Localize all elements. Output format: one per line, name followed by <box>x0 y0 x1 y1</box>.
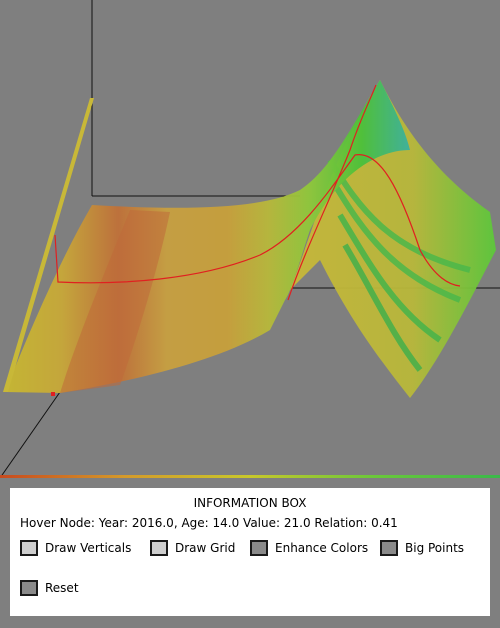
reset-button[interactable]: Reset <box>20 580 79 596</box>
point-column-left <box>3 98 94 392</box>
highlight-curve-year <box>287 84 377 301</box>
color-scale-bar <box>0 475 500 478</box>
highlight-curve-age <box>54 154 461 287</box>
draw-grid-toggle[interactable]: Draw Grid <box>150 540 235 556</box>
reset-label: Reset <box>45 581 79 595</box>
big-points-label: Big Points <box>405 541 465 555</box>
enhance-colors-label: Enhance Colors <box>275 541 369 555</box>
draw-grid-checkbox[interactable] <box>150 540 168 556</box>
enhance-colors-checkbox[interactable] <box>250 540 268 556</box>
enhance-colors-toggle[interactable]: Enhance Colors <box>250 540 368 556</box>
info-box-title: INFORMATION BOX <box>193 496 307 510</box>
information-box: INFORMATION BOX Hover Node: Year: 2016.0… <box>10 488 490 616</box>
big-points-toggle[interactable]: Big Points <box>380 540 464 556</box>
draw-verticals-label: Draw Verticals <box>45 541 132 555</box>
reset-checkbox[interactable] <box>20 580 38 596</box>
big-points-checkbox[interactable] <box>380 540 398 556</box>
hover-point-marker <box>51 392 55 396</box>
hover-node-text: Hover Node: Year: 2016.0, Age: 14.0 Valu… <box>20 516 398 530</box>
surface-warm-band <box>60 210 170 393</box>
axis-depth <box>0 391 61 478</box>
surface-plot[interactable] <box>0 0 500 478</box>
draw-grid-label: Draw Grid <box>175 541 236 555</box>
draw-verticals-toggle[interactable]: Draw Verticals <box>20 540 131 556</box>
3d-plot-viewport[interactable] <box>0 0 500 478</box>
draw-verticals-checkbox[interactable] <box>20 540 38 556</box>
